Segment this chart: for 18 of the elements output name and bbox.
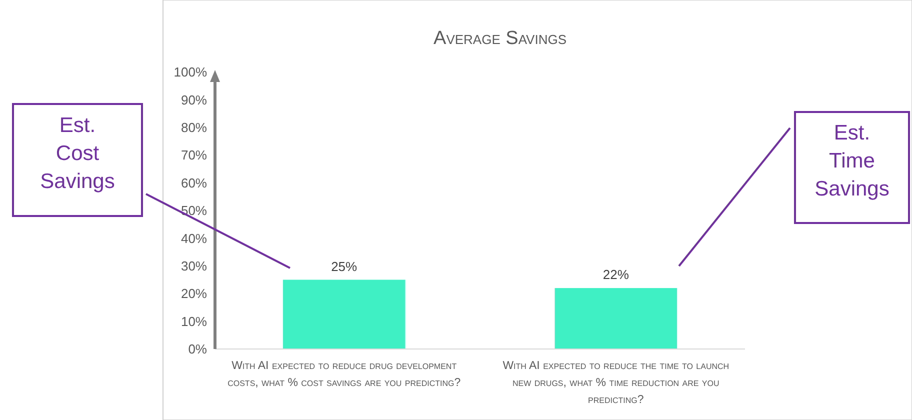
- y-tick-label: 70%: [180, 148, 208, 163]
- chart-title: Average Savings: [434, 28, 567, 49]
- text: Est. Cost Savings: [40, 114, 115, 193]
- y-tick-label: 20%: [180, 286, 208, 302]
- data-label: 22%: [602, 267, 630, 282]
- text: Est. Time Savings: [814, 122, 890, 200]
- y-tick-label: 90%: [180, 92, 208, 108]
- y-tick-label: 0%: [188, 342, 208, 357]
- y-tick-label: 40%: [180, 230, 208, 246]
- y-tick-label: 80%: [180, 120, 208, 135]
- y-tick-label: 50%: [180, 203, 208, 218]
- y-tick-label: 100%: [174, 64, 208, 80]
- x-tick-label: With AI expected to reduce the time to launch new drugs, what % time reduction are you predicting?: [502, 360, 730, 406]
- x-tick-label: With AI expected to reduce drug development costs, what % cost savings are you predicting?: [228, 360, 461, 389]
- y-tick-label: 30%: [180, 258, 208, 274]
- y-tick-label: 60%: [180, 175, 208, 190]
- y-tick-label: 10%: [180, 314, 208, 329]
- data-label: 25%: [331, 258, 358, 274]
